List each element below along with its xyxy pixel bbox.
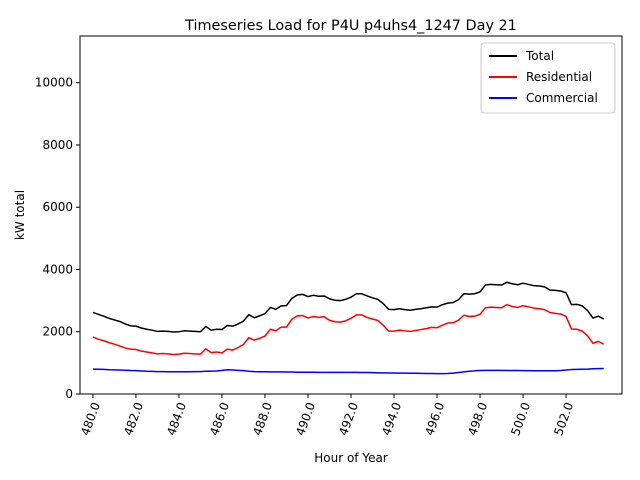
x-tick-label: 492.0: [336, 400, 361, 437]
x-axis: 480.0 482.0 484.0 486.0 488.0 490.0 492.0 494.0…: [78, 394, 576, 438]
legend-label-total: Total: [525, 49, 554, 63]
y-tick-label: 4000: [42, 262, 73, 276]
x-tick-label: 486.0: [207, 400, 232, 437]
series-line-commercial: [92, 367, 604, 375]
x-tick-label: 498.0: [465, 400, 490, 437]
y-tick-label: 8000: [42, 138, 73, 152]
x-tick-label: 500.0: [508, 400, 533, 437]
legend: Total Residential Commercial: [480, 42, 616, 114]
y-axis: 0 2000 4000 6000 8000 10000: [35, 76, 80, 401]
legend-label-commercial: Commercial: [526, 91, 598, 105]
series-line-residential: [92, 303, 605, 356]
chart-title: Timeseries Load for P4U p4uhs4_1247 Day …: [184, 18, 517, 34]
y-axis-title: kW total: [13, 190, 27, 240]
y-tick-label: 6000: [42, 200, 73, 214]
series-line-total: [92, 281, 605, 333]
x-axis-title: Hour of Year: [314, 451, 388, 465]
y-tick-label: 2000: [42, 325, 73, 339]
x-tick-label: 502.0: [551, 400, 576, 437]
y-tick-label: 0: [65, 387, 73, 401]
x-tick-label: 488.0: [250, 400, 275, 437]
x-tick-label: 484.0: [164, 400, 189, 437]
x-tick-label: 490.0: [293, 400, 318, 437]
legend-label-residential: Residential: [526, 70, 592, 84]
legend-box: [480, 42, 616, 114]
series-layer: [92, 281, 605, 375]
x-tick-label: 496.0: [422, 400, 447, 437]
x-tick-label: 494.0: [379, 400, 404, 437]
y-tick-label: 10000: [35, 76, 73, 90]
x-tick-label: 482.0: [121, 400, 146, 437]
x-tick-label: 480.0: [78, 400, 103, 437]
